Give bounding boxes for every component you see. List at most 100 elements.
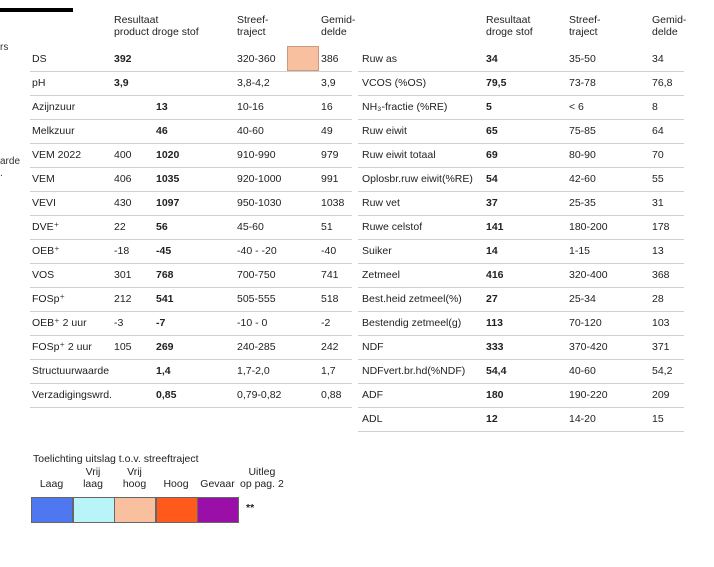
drystof-value: 54 (486, 173, 498, 185)
row-label: Ruw eiwit totaal (362, 149, 436, 161)
product-value: 392 (114, 53, 132, 65)
average-value: 209 (652, 389, 670, 401)
row-label: VCOS (%OS) (362, 77, 427, 89)
legend-label-line1 (197, 466, 238, 478)
target-range: 25-34 (569, 293, 596, 305)
target-range: 42-60 (569, 173, 596, 185)
legend-label-line2: Hoog (163, 478, 189, 490)
table-row: Ruw eiwit totaal 69 80-90 70 (358, 143, 684, 168)
product-value: 400 (114, 149, 132, 161)
drystof-value: 14 (486, 245, 498, 257)
row-label: DVE⁺ (32, 221, 60, 233)
drystof-value: 333 (486, 341, 504, 353)
target-range: 10-16 (237, 101, 264, 113)
table-row: Melkzuur 46 40-60 49 (30, 119, 352, 144)
table-row: ADF 180 190-220 209 (358, 383, 684, 408)
row-label: ADF (362, 389, 383, 401)
row-label: DS (32, 53, 47, 65)
target-range: 370-420 (569, 341, 608, 353)
drystof-value: 1097 (156, 197, 180, 209)
row-label: Ruw eiwit (362, 125, 407, 137)
average-value: -40 (321, 245, 337, 257)
average-value: 741 (321, 269, 339, 281)
drystof-value: 0,85 (156, 389, 177, 401)
drystof-value: 5 (486, 101, 492, 113)
drystof-value: 46 (156, 125, 168, 137)
row-label: OEB⁺ 2 uur (32, 317, 87, 329)
row-label: ADL (362, 413, 383, 425)
table-row: VEM 2022 400 1020 910-990 979 (30, 143, 352, 168)
average-value: 0,88 (321, 389, 342, 401)
table-row: DS 392 320-360 386 (30, 47, 352, 72)
drystof-value: 269 (156, 341, 174, 353)
row-label: NDF (362, 341, 384, 353)
legend-label-line1 (156, 466, 197, 478)
edge-fragment-2: arde (0, 156, 21, 167)
product-value: 3,9 (114, 77, 129, 89)
left-header-result: Resultaat product droge stof (114, 14, 199, 38)
row-label: pH (32, 77, 46, 89)
table-row: Ruw eiwit 65 75-85 64 (358, 119, 684, 144)
legend-label: Gevaar (197, 466, 238, 490)
average-value: 371 (652, 341, 670, 353)
legend-color-box (197, 497, 239, 523)
target-range: 14-20 (569, 413, 596, 425)
legend-label-line1: Vrij (127, 466, 142, 478)
table-row: OEB⁺ -18 -45 -40 - -20 -40 (30, 239, 352, 264)
legend-label: Hoog (156, 466, 197, 490)
drystof-value: 69 (486, 149, 498, 161)
legend-label-line2: hoog (122, 478, 147, 490)
average-value: 15 (652, 413, 664, 425)
right-header-target: Streef-traject (569, 14, 601, 38)
table-row: OEB⁺ 2 uur -3 -7 -10 - 0 -2 (30, 311, 352, 336)
table-row: FOSp⁺ 212 541 505-555 518 (30, 287, 352, 312)
target-range: -40 - -20 (237, 245, 277, 257)
legend-title: Toelichting uitslag t.o.v. streeftraject (33, 453, 199, 465)
product-value: 105 (114, 341, 132, 353)
row-label: NH₃-fractie (%RE) (362, 101, 448, 113)
average-value: 13 (652, 245, 664, 257)
row-label: VEVI (32, 197, 56, 209)
average-value: 34 (652, 53, 664, 65)
edge-fragment-1: rs (0, 42, 9, 53)
table-row: Ruw vet 37 25-35 31 (358, 191, 684, 216)
target-range: 1-15 (569, 245, 591, 257)
target-range: 45-60 (237, 221, 264, 233)
average-value: 178 (652, 221, 670, 233)
product-value: 430 (114, 197, 132, 209)
row-label: VOS (32, 269, 55, 281)
product-value: 22 (114, 221, 126, 233)
legend-stars: ** (246, 502, 255, 514)
drystof-value: 54,4 (486, 365, 507, 377)
average-value: 70 (652, 149, 664, 161)
row-label: FOSp⁺ 2 uur (32, 341, 92, 353)
edge-fragment-3: . (0, 168, 3, 179)
row-label: Ruw vet (362, 197, 400, 209)
average-value: 54,2 (652, 365, 673, 377)
drystof-value: 34 (486, 53, 498, 65)
table-row: Structuurwaarde 1,4 1,7-2,0 1,7 (30, 359, 352, 384)
average-value: 64 (652, 125, 664, 137)
legend-label-line1 (31, 466, 72, 478)
target-range: 40-60 (237, 125, 264, 137)
row-label: FOSp⁺ (32, 293, 65, 305)
target-range: 505-555 (237, 293, 276, 305)
target-range: 950-1030 (237, 197, 282, 209)
target-range: < 6 (569, 101, 584, 113)
target-range: 0,79-0,82 (237, 389, 282, 401)
legend-label: Vrij laag (73, 466, 114, 490)
table-row: DVE⁺ 22 56 45-60 51 (30, 215, 352, 240)
average-value: 1,7 (321, 365, 336, 377)
drystof-value: 1035 (156, 173, 180, 185)
average-value: 55 (652, 173, 664, 185)
drystof-value: 768 (156, 269, 174, 281)
drystof-value: -45 (156, 245, 172, 257)
table-row: Zetmeel 416 320-400 368 (358, 263, 684, 288)
ds-highlight-swatch (287, 46, 319, 71)
average-value: 368 (652, 269, 670, 281)
target-range: 35-50 (569, 53, 596, 65)
average-value: 3,9 (321, 77, 336, 89)
table-row: Best.heid zetmeel(%) 27 25-34 28 (358, 287, 684, 312)
table-row: NH₃-fractie (%RE) 5 < 6 8 (358, 95, 684, 120)
row-label: Best.heid zetmeel(%) (362, 293, 462, 305)
